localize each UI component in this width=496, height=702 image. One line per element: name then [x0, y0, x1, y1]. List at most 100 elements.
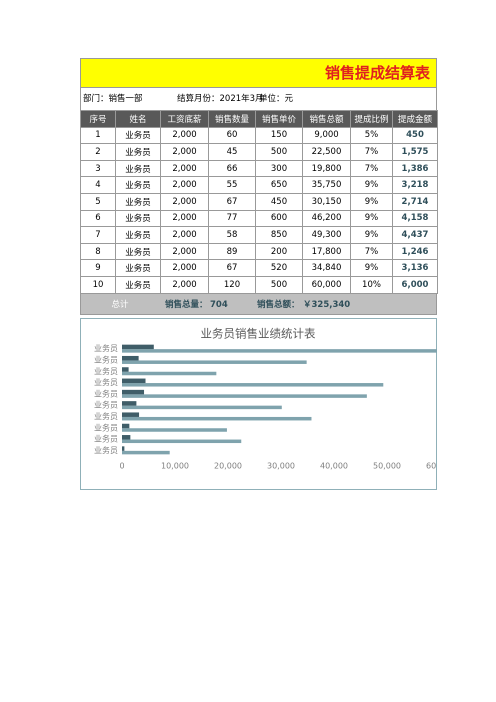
- table-cell: 业务员: [115, 209, 161, 228]
- month: 结算月份：2021年3月: [177, 94, 264, 104]
- department: 部门：销售一部: [83, 94, 143, 104]
- column-header: 提成比例: [350, 110, 393, 128]
- table-cell: 7: [80, 226, 116, 244]
- bar: [122, 435, 131, 440]
- table-cell: 46,200: [302, 209, 351, 228]
- table-cell: 2,000: [160, 242, 209, 261]
- table-cell: 业务员: [115, 192, 161, 211]
- y-tick-label: 业务员: [94, 411, 118, 421]
- table-cell: 10%: [350, 275, 393, 294]
- table-cell: 300: [255, 159, 303, 178]
- table-cell: 2: [80, 143, 116, 161]
- table-cell: 业务员: [115, 259, 161, 277]
- table-cell: 业务员: [115, 242, 161, 261]
- x-tick-label: 50,000: [373, 462, 401, 471]
- total-row: 总计 销售总量： 704 销售总额： ￥325,340: [80, 293, 437, 315]
- column-header: 提成金额: [392, 110, 438, 128]
- table-cell: 58: [208, 226, 256, 244]
- table-cell: 77: [208, 209, 256, 228]
- bar: [122, 405, 282, 410]
- total-label: 总计: [111, 300, 129, 310]
- table-cell: 业务员: [115, 275, 161, 294]
- unit: 单位：元: [259, 94, 294, 104]
- table-cell: 2,000: [160, 192, 209, 211]
- table-cell: 9,000: [302, 126, 351, 145]
- table-cell: 850: [255, 226, 303, 244]
- bar: [122, 360, 307, 364]
- table-cell: 22,500: [302, 143, 351, 161]
- sheet-title: 销售提成结算表: [80, 58, 437, 88]
- table-cell: 650: [255, 176, 303, 194]
- table-cell: 89: [208, 242, 256, 261]
- table-row: 1 业务员 2,000 60 150 9,000 5% 450: [80, 126, 438, 145]
- table-cell: 5: [80, 192, 116, 211]
- column-header: 销售数量: [208, 110, 256, 128]
- table-row: 8 业务员 2,000 89 200 17,800 7% 1,246: [80, 242, 438, 261]
- table-cell: 67: [208, 259, 256, 277]
- table-cell: 55: [208, 176, 256, 194]
- chart-title: 业务员销售业绩统计表: [201, 327, 316, 341]
- table-cell: 3: [80, 159, 116, 178]
- table-row: 4 业务员 2,000 55 650 35,750 9% 3,218: [80, 176, 438, 194]
- table-cell: 30,150: [302, 192, 351, 211]
- table-cell: 2,000: [160, 209, 209, 228]
- table-row: 2 业务员 2,000 45 500 22,500 7% 1,575: [80, 143, 438, 161]
- bar: [122, 394, 367, 398]
- table-cell: 2,000: [160, 259, 209, 277]
- table-cell: 200: [255, 242, 303, 261]
- bar: [122, 401, 137, 406]
- table-cell: 2,714: [392, 192, 438, 211]
- bar: [122, 378, 146, 384]
- table-cell: 500: [255, 143, 303, 161]
- amount-label: 销售总额：: [257, 300, 300, 310]
- table-row: 6 业务员 2,000 77 600 46,200 9% 4,158: [80, 209, 438, 228]
- table-cell: 2,000: [160, 143, 209, 161]
- table-cell: 60,000: [302, 275, 351, 294]
- bar: [122, 439, 242, 444]
- column-header: 序号: [80, 110, 116, 128]
- table-cell: 35,750: [302, 176, 351, 194]
- bar: [122, 355, 139, 361]
- table-cell: 2,000: [160, 226, 209, 244]
- bar: [122, 412, 140, 417]
- table-cell: 4,437: [392, 226, 438, 244]
- bar: [122, 450, 170, 455]
- table-cell: 2,000: [160, 176, 209, 194]
- table-cell: 450: [255, 192, 303, 211]
- table-cell: 67: [208, 192, 256, 211]
- bar: [122, 383, 384, 387]
- table-cell: 60: [208, 126, 256, 145]
- y-tick-label: 业务员: [94, 354, 118, 364]
- table-cell: 1,386: [392, 159, 438, 178]
- table-cell: 19,800: [302, 159, 351, 178]
- table-cell: 6,000: [392, 275, 438, 294]
- y-tick-label: 业务员: [94, 400, 118, 410]
- y-tick-label: 业务员: [94, 388, 118, 398]
- bar: [122, 344, 154, 350]
- table-cell: 业务员: [115, 143, 161, 161]
- table-cell: 9%: [350, 176, 393, 194]
- table-cell: 9: [80, 259, 116, 277]
- table-cell: 1,246: [392, 242, 438, 261]
- bar: [122, 416, 312, 421]
- y-tick-label: 业务员: [94, 445, 118, 455]
- x-tick-label: 30,000: [267, 462, 295, 471]
- column-header: 工资底薪: [160, 110, 209, 128]
- table-cell: 450: [392, 126, 438, 145]
- table-row: 3 业务员 2,000 66 300 19,800 7% 1,386: [80, 159, 438, 178]
- y-tick-label: 业务员: [94, 434, 118, 444]
- y-tick-label: 业务员: [94, 422, 118, 432]
- bar: [122, 367, 129, 372]
- chart: 业务员销售业绩统计表 0 10,000 20,000 30,000 40,000 50,0…: [80, 318, 437, 490]
- table-cell: 500: [255, 275, 303, 294]
- table-cell: 2,000: [160, 159, 209, 178]
- table-cell: 2,000: [160, 126, 209, 145]
- table-cell: 1: [80, 126, 116, 145]
- table-row: 10 业务员 2,000 120 500 60,000 10% 6,000: [80, 275, 438, 294]
- column-header: 姓名: [115, 110, 161, 128]
- x-tick-label: 20,000: [214, 462, 242, 471]
- y-tick-label: 业务员: [94, 366, 118, 376]
- table-cell: 业务员: [115, 126, 161, 145]
- bar: [122, 423, 130, 429]
